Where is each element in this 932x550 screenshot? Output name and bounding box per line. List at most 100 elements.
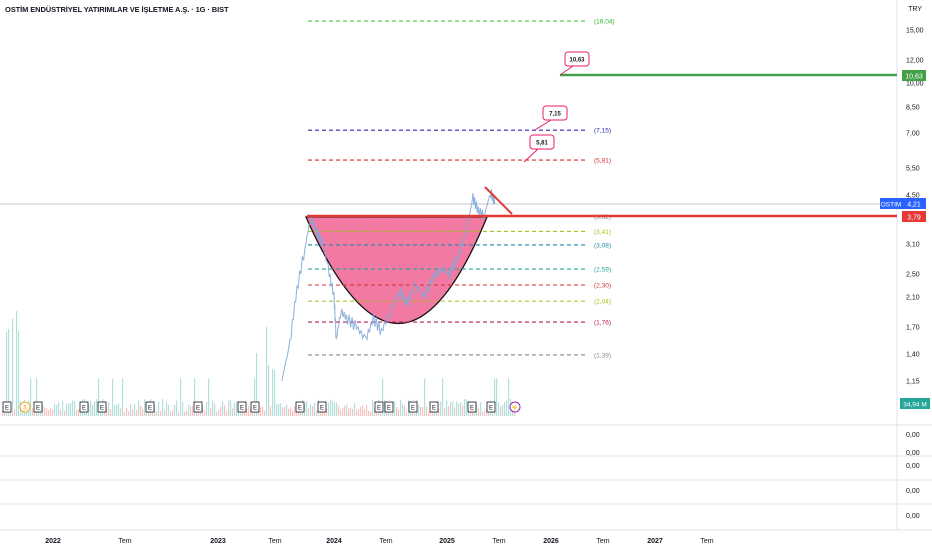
event-marker-label: E (377, 406, 381, 412)
earnings-marker[interactable] (97, 401, 107, 413)
volume-bar (360, 406, 362, 416)
event-marker-label: ⚡ (511, 404, 518, 412)
fib-levels: (16,04) (7,15) (5,81) (3,82) (3,41) (3,08) (2,… (308, 18, 615, 359)
volume-bar (458, 403, 460, 416)
volume-bar (498, 402, 500, 416)
volume-bar (262, 406, 264, 416)
volume-bar (362, 405, 364, 416)
volume-bar (382, 378, 384, 416)
y-tick-label: 1,70 (906, 325, 920, 332)
volume-bar (134, 404, 136, 416)
callout-label: 5,81 (536, 141, 548, 147)
earnings-marker[interactable] (237, 401, 247, 413)
event-marker-label: E (253, 406, 257, 412)
y-tick-label: 2,50 (906, 272, 920, 279)
volume-bar (506, 400, 508, 416)
volume-bar (482, 411, 484, 416)
volume-bar (126, 407, 128, 416)
volume-bar (198, 409, 200, 416)
volume-bar (438, 408, 440, 416)
volume-bar (456, 401, 458, 416)
volume-bar (42, 404, 44, 416)
volume-bar (216, 411, 218, 416)
volume-bar (168, 404, 170, 416)
earnings-marker[interactable] (486, 401, 496, 413)
volume-bar (18, 330, 20, 416)
volume-bar (180, 378, 182, 416)
volume-bar (124, 411, 126, 416)
volume-bar (202, 405, 204, 416)
volume-bar (128, 411, 130, 416)
y-tick-label: 1,40 (906, 352, 920, 359)
y-tick-label: 15,00 (906, 28, 924, 35)
volume-bar (358, 409, 360, 416)
volume-bar (258, 409, 260, 416)
event-marker-label: E (298, 406, 302, 412)
volume-bar (322, 408, 324, 416)
fib-level-label: (16,04) (594, 18, 615, 25)
fib-level-label: (3,82) (594, 214, 611, 221)
volume-bar (282, 407, 284, 416)
earnings-marker[interactable] (467, 401, 477, 413)
volume-bar (136, 409, 138, 416)
volume-bar (366, 405, 368, 416)
volume-bar (472, 409, 474, 416)
volume-bar (132, 408, 134, 416)
volume-bar (212, 400, 214, 416)
volume-bar (172, 410, 174, 416)
volume-bar (514, 410, 516, 416)
price-axis: 15,00 12,00 10,00 8,50 7,00 5,50 4,50 3,10 2,50 2… (906, 28, 924, 386)
chart-title: OSTİM ENDÜSTRİYEL YATIRIMLAR VE İŞLETME … (5, 5, 229, 14)
event-marker[interactable] (19, 401, 31, 413)
earnings-marker[interactable] (250, 401, 260, 413)
volume-bar (368, 410, 370, 416)
earnings-marker[interactable] (193, 401, 203, 413)
volume-bar (164, 409, 166, 416)
support-badge-bg (902, 211, 926, 222)
x-tick-label: Tem (492, 538, 505, 545)
volume-bar (304, 404, 306, 416)
earnings-marker[interactable] (295, 401, 305, 413)
support-badge: 3,79 (907, 215, 921, 222)
volume-bar (58, 402, 60, 416)
volume-bar (130, 404, 132, 416)
volume-bar (92, 404, 94, 416)
volume-bar (36, 378, 38, 416)
x-tick-label: Tem (700, 538, 713, 545)
earnings-marker[interactable] (408, 401, 418, 413)
earnings-marker[interactable] (145, 401, 155, 413)
volume-bar (430, 409, 432, 416)
volume-bar (208, 378, 210, 416)
fib-level-label: (1,76) (594, 320, 611, 327)
volume-bar (182, 402, 184, 416)
event-marker-label: E (320, 406, 324, 412)
event-marker-label: E (196, 406, 200, 412)
earnings-marker[interactable] (33, 401, 43, 413)
volume-bar (504, 401, 506, 416)
volume-bar (34, 409, 36, 416)
volume-bar (32, 408, 34, 416)
volume-bar (450, 402, 452, 416)
earnings-marker[interactable] (2, 401, 12, 413)
callout-box (564, 51, 590, 67)
earnings-marker[interactable] (317, 401, 327, 413)
volume-bar (230, 400, 232, 416)
volume-bar (346, 404, 348, 416)
volume-bar (118, 403, 120, 416)
fib-level-label: (2,04) (594, 299, 611, 306)
x-tick-label: Tem (596, 538, 609, 545)
earnings-marker[interactable] (79, 401, 89, 413)
earnings-marker[interactable] (384, 401, 394, 413)
volume-bar (276, 404, 278, 416)
volume-bar (420, 406, 422, 416)
earnings-marker[interactable] (429, 401, 439, 413)
callout-box (542, 105, 568, 121)
earnings-marker[interactable] (374, 401, 384, 413)
volume-bar (56, 404, 58, 416)
y-tick-label: 12,00 (906, 58, 924, 65)
volume-bar (286, 404, 288, 416)
volume-bar (268, 365, 270, 416)
event-marker[interactable] (509, 401, 521, 413)
volume-bar (442, 378, 444, 416)
